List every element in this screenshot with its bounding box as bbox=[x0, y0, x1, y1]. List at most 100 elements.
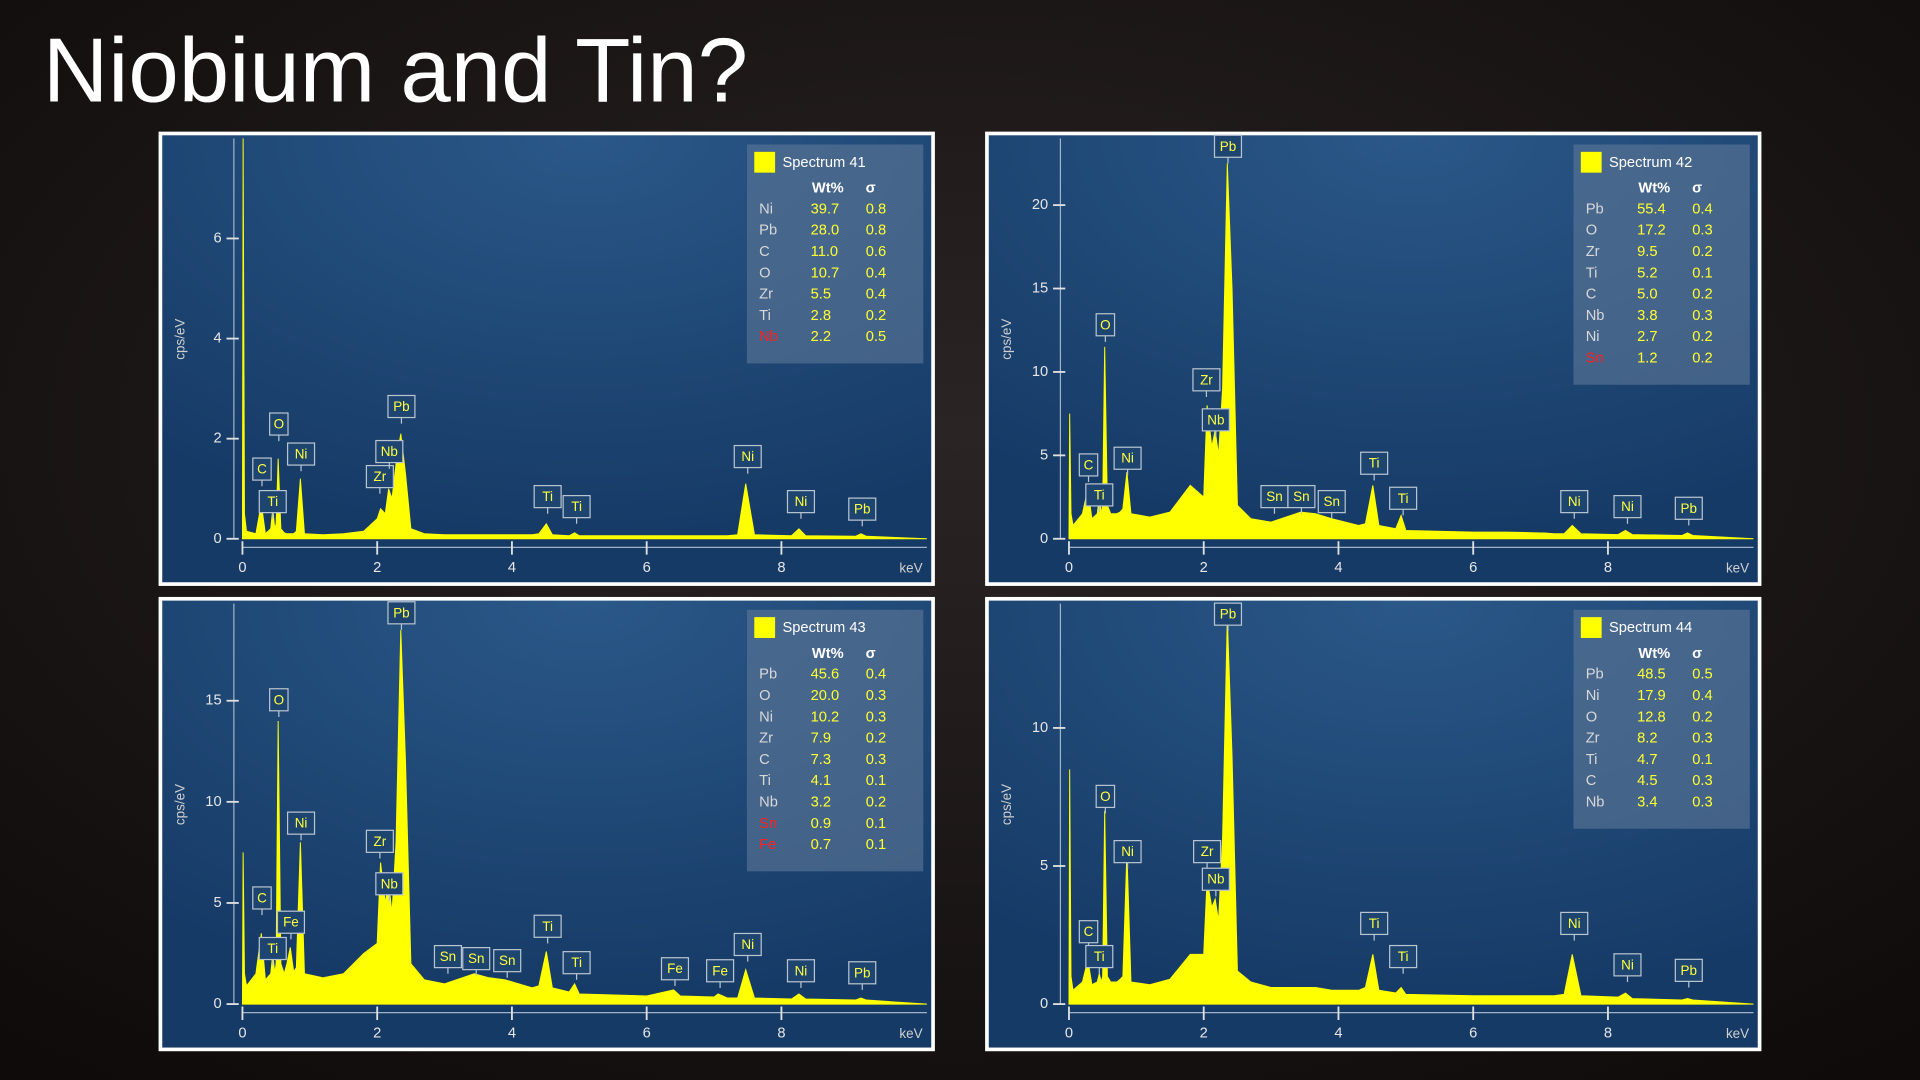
peak-label-box bbox=[276, 910, 306, 934]
peak-label-box bbox=[533, 914, 562, 938]
weight-percent: 0.9 bbox=[811, 816, 831, 832]
spectrum-panel: 0 5 10 15 0 2 4 6 8 keV cps/eV C Ti O Fe Ni Zr Nb Pb Sn Sn Sn… bbox=[158, 596, 935, 1052]
table-header: σ bbox=[866, 181, 876, 197]
sigma: 0.8 bbox=[866, 223, 886, 239]
peak-label-box bbox=[1078, 453, 1099, 477]
peak-label-box bbox=[365, 829, 394, 853]
peak-label: Ni bbox=[741, 937, 754, 952]
peak-label: Pb bbox=[1681, 501, 1697, 516]
weight-percent: 2.8 bbox=[811, 308, 831, 324]
y-tick-label: 5 bbox=[1040, 858, 1048, 874]
x-axis-label: keV bbox=[899, 561, 922, 576]
x-tick-label: 2 bbox=[1200, 1025, 1208, 1041]
sigma: 0.3 bbox=[1692, 773, 1712, 789]
element-name: Nb bbox=[1586, 795, 1605, 811]
legend-title: Spectrum 44 bbox=[1609, 620, 1692, 636]
element-name: C bbox=[759, 752, 770, 768]
sigma: 0.6 bbox=[866, 244, 886, 260]
peak-label: Ti bbox=[1094, 487, 1105, 502]
y-axis-label: cps/eV bbox=[173, 784, 188, 825]
weight-percent: 4.7 bbox=[1637, 752, 1657, 768]
peak-label: Ni bbox=[795, 494, 808, 509]
peak-label: Fe bbox=[712, 963, 728, 978]
peak-label: Ti bbox=[542, 919, 553, 934]
peak-label-box bbox=[1078, 920, 1099, 944]
legend-title: Spectrum 43 bbox=[782, 620, 865, 636]
peak-label: Fe bbox=[283, 915, 299, 930]
element-name: Nb bbox=[1586, 308, 1605, 324]
peak-label: Ti bbox=[1094, 949, 1105, 964]
peak-label-box bbox=[1113, 446, 1142, 470]
peak-label: Ni bbox=[295, 447, 308, 462]
peak-label-box bbox=[660, 957, 690, 981]
peak-label: Ni bbox=[741, 449, 754, 464]
peak-label-box bbox=[258, 489, 287, 514]
peak-label-box bbox=[1213, 602, 1243, 626]
legend-box bbox=[746, 609, 924, 872]
peak-label: Ni bbox=[1568, 494, 1581, 509]
weight-percent: 4.1 bbox=[811, 773, 831, 789]
y-tick-label: 15 bbox=[1032, 281, 1048, 297]
peak-label: Ni bbox=[1568, 916, 1581, 931]
element-name: C bbox=[1586, 287, 1597, 303]
x-tick-label: 8 bbox=[1604, 560, 1612, 576]
x-axis-label: keV bbox=[1726, 1026, 1749, 1041]
peak-label-box bbox=[387, 394, 416, 419]
peak-label: Ti bbox=[267, 941, 278, 956]
x-tick-label: 6 bbox=[1469, 1025, 1477, 1041]
element-name: O bbox=[759, 265, 770, 281]
peak-label: Zr bbox=[1201, 844, 1214, 859]
weight-percent: 2.2 bbox=[811, 329, 831, 345]
spectrum-area bbox=[241, 629, 927, 1005]
table-header: σ bbox=[1692, 646, 1702, 662]
element-name: C bbox=[1586, 773, 1597, 789]
table-header: Wt% bbox=[812, 646, 844, 662]
peak-label-box bbox=[848, 497, 877, 521]
x-axis-label: keV bbox=[899, 1026, 922, 1041]
element-name: Pb bbox=[1586, 201, 1604, 217]
x-tick-label: 4 bbox=[1334, 1025, 1342, 1041]
peak-label-box bbox=[1360, 911, 1389, 936]
peak-label-box bbox=[1389, 944, 1418, 969]
sigma: 0.8 bbox=[866, 201, 886, 217]
peak-label: C bbox=[1084, 924, 1094, 939]
peak-label: Pb bbox=[854, 965, 870, 980]
weight-percent: 20.0 bbox=[811, 688, 840, 704]
weight-percent: 55.4 bbox=[1637, 201, 1666, 217]
weight-percent: 11.0 bbox=[811, 244, 839, 260]
y-tick-label: 10 bbox=[1032, 720, 1048, 736]
weight-percent: 9.5 bbox=[1637, 244, 1657, 260]
sigma: 0.2 bbox=[1692, 329, 1712, 345]
sigma: 0.1 bbox=[866, 816, 886, 832]
legend-swatch bbox=[1580, 151, 1602, 173]
legend-title: Spectrum 41 bbox=[782, 155, 865, 171]
element-name: Sn bbox=[759, 816, 777, 832]
peak-label: Ni bbox=[795, 963, 808, 978]
element-name: Zr bbox=[759, 287, 773, 303]
element-name: Zr bbox=[1586, 731, 1600, 747]
peak-label: Ti bbox=[571, 955, 582, 970]
sigma: 0.3 bbox=[1692, 308, 1712, 324]
weight-percent: 5.2 bbox=[1637, 265, 1657, 281]
y-tick-label: 5 bbox=[213, 895, 221, 911]
peak-label-box bbox=[252, 457, 272, 481]
peak-label-box bbox=[1287, 484, 1316, 509]
peak-label-box bbox=[1192, 368, 1221, 392]
legend-box bbox=[1573, 609, 1750, 829]
peak-label-box bbox=[1201, 867, 1230, 891]
y-tick-label: 0 bbox=[1040, 531, 1048, 547]
element-name: O bbox=[1586, 223, 1597, 239]
element-name: Ti bbox=[759, 308, 771, 324]
peak-label: Sn bbox=[1323, 494, 1339, 509]
x-tick-label: 8 bbox=[1604, 1025, 1612, 1041]
weight-percent: 45.6 bbox=[811, 667, 840, 683]
sigma: 0.5 bbox=[866, 329, 886, 345]
peak-label-box bbox=[1085, 483, 1114, 507]
sigma: 0.2 bbox=[1692, 351, 1712, 367]
peak-label-box bbox=[1674, 496, 1703, 520]
peak-label-box bbox=[1613, 953, 1642, 977]
peak-label: Ti bbox=[571, 499, 582, 514]
x-tick-label: 4 bbox=[1334, 560, 1342, 576]
sigma: 0.4 bbox=[866, 667, 886, 683]
sigma: 0.1 bbox=[866, 773, 886, 789]
